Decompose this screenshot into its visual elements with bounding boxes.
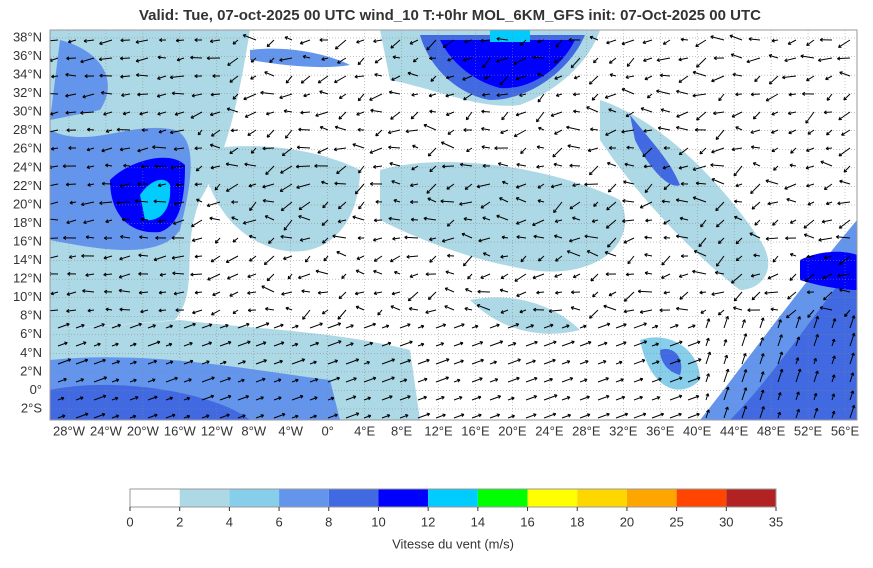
lat-label: 16°N <box>13 233 42 248</box>
colorbar-tick-label: 30 <box>719 514 733 529</box>
wind-arrow <box>46 93 58 94</box>
lon-label: 32°E <box>609 423 638 438</box>
wind-arrow <box>837 58 850 59</box>
colorbar: 0 2 4 6 8 10 12 14 16 18 20 25 30 35 <box>126 489 783 529</box>
lon-label: 12°E <box>424 423 453 438</box>
wind-arrow <box>584 184 598 185</box>
lat-label: 6°N <box>20 326 42 341</box>
colorbar-tick-label: 6 <box>275 514 282 529</box>
wind-arrow <box>405 237 418 238</box>
colorbar-tick-label: 16 <box>520 514 534 529</box>
colorbar-tick-label: 12 <box>421 514 435 529</box>
lon-label: 4°W <box>278 423 303 438</box>
lat-label: 4°N <box>20 345 42 360</box>
colorbar-tick-label: 10 <box>371 514 385 529</box>
colorbar-segment <box>677 489 727 507</box>
lat-label: 14°N <box>13 252 42 267</box>
colorbar-segment <box>577 489 627 507</box>
wind-arrow <box>296 166 310 167</box>
lat-label: 2°N <box>20 363 42 378</box>
lat-label: 34°N <box>13 67 42 82</box>
lon-labels: 28°W 24°W 20°W 16°W 12°W 8°W 4°W 0° 4°E 8°E 12°E 16… <box>53 423 859 438</box>
wind-arrow <box>46 238 58 239</box>
colorbar-segment <box>726 489 776 507</box>
wind-arrow <box>263 148 274 149</box>
lon-label: 16°W <box>164 423 197 438</box>
lon-label: 28°E <box>572 423 601 438</box>
lat-label: 26°N <box>13 141 42 156</box>
lon-label: 48°E <box>757 423 786 438</box>
colorbar-tick-label: 18 <box>570 514 584 529</box>
arrow-head <box>46 203 49 206</box>
lat-label: 32°N <box>13 85 42 100</box>
colorbar-tick-label: 14 <box>471 514 485 529</box>
colorbar-tick-label: 0 <box>126 514 133 529</box>
wind-arrow <box>442 166 454 167</box>
lon-label: 20°E <box>498 423 527 438</box>
lat-label: 8°N <box>20 308 42 323</box>
arrow-head <box>46 309 49 312</box>
colorbar-segment <box>627 489 677 507</box>
lat-label: 10°N <box>13 289 42 304</box>
lon-label: 36°E <box>646 423 675 438</box>
colorbar-tick-label: 2 <box>176 514 183 529</box>
lat-label: 36°N <box>13 48 42 63</box>
colorbar-segment <box>279 489 329 507</box>
lon-label: 8°E <box>391 423 412 438</box>
colorbar-segment <box>478 489 528 507</box>
colorbar-segment <box>528 489 578 507</box>
colorbar-segment <box>180 489 230 507</box>
colorbar-tick-label: 35 <box>769 514 783 529</box>
lat-label: 30°N <box>13 104 42 119</box>
wind-arrow <box>298 129 310 130</box>
arrow-head <box>46 92 49 95</box>
colorbar-tick-label: 25 <box>669 514 683 529</box>
wind-arrow <box>335 183 346 184</box>
lat-label: 20°N <box>13 196 42 211</box>
lon-label: 40°E <box>683 423 712 438</box>
colorbar-segment <box>229 489 279 507</box>
lon-label: 24°E <box>535 423 564 438</box>
lon-label: 4°E <box>354 423 375 438</box>
lon-label: 56°E <box>831 423 860 438</box>
map-title: Valid: Tue, 07-oct-2025 00 UTC wind_10 T… <box>139 7 761 24</box>
arrow-head <box>47 131 50 134</box>
lat-label: 2°S <box>21 400 42 415</box>
lat-label: 0° <box>30 382 42 397</box>
lon-label: 52°E <box>794 423 823 438</box>
lat-labels: 38°N 36°N 34°N 32°N 30°N 28°N 26°N 24°N 22°N 20°N… <box>13 29 42 415</box>
lon-label: 20°W <box>127 423 160 438</box>
lon-label: 16°E <box>461 423 490 438</box>
lon-label: 44°E <box>720 423 749 438</box>
lon-label: 24°W <box>90 423 123 438</box>
colorbar-tick-label: 20 <box>620 514 634 529</box>
arrow-head <box>46 217 49 220</box>
colorbar-tick-label: 8 <box>325 514 332 529</box>
lon-label: 28°W <box>53 423 86 438</box>
arrow-head <box>46 237 49 240</box>
colorbar-segment <box>329 489 379 507</box>
wind-arrow <box>155 166 166 167</box>
lat-label: 38°N <box>13 29 42 44</box>
lat-label: 22°N <box>13 178 42 193</box>
lat-label: 24°N <box>13 159 42 174</box>
colorbar-tick-label: 4 <box>226 514 233 529</box>
lon-label: 12°W <box>201 423 234 438</box>
colorbar-segment <box>378 489 428 507</box>
lon-label: 0° <box>321 423 333 438</box>
colorbar-label: Vitesse du vent (m/s) <box>392 536 514 551</box>
lon-label: 8°W <box>241 423 266 438</box>
lat-label: 12°N <box>13 271 42 286</box>
wind-arrow <box>190 57 202 58</box>
colorbar-segment <box>428 489 478 507</box>
wind-field <box>46 30 857 420</box>
lat-label: 28°N <box>13 122 42 137</box>
colorbar-segment <box>130 489 180 507</box>
lat-label: 18°N <box>13 215 42 230</box>
